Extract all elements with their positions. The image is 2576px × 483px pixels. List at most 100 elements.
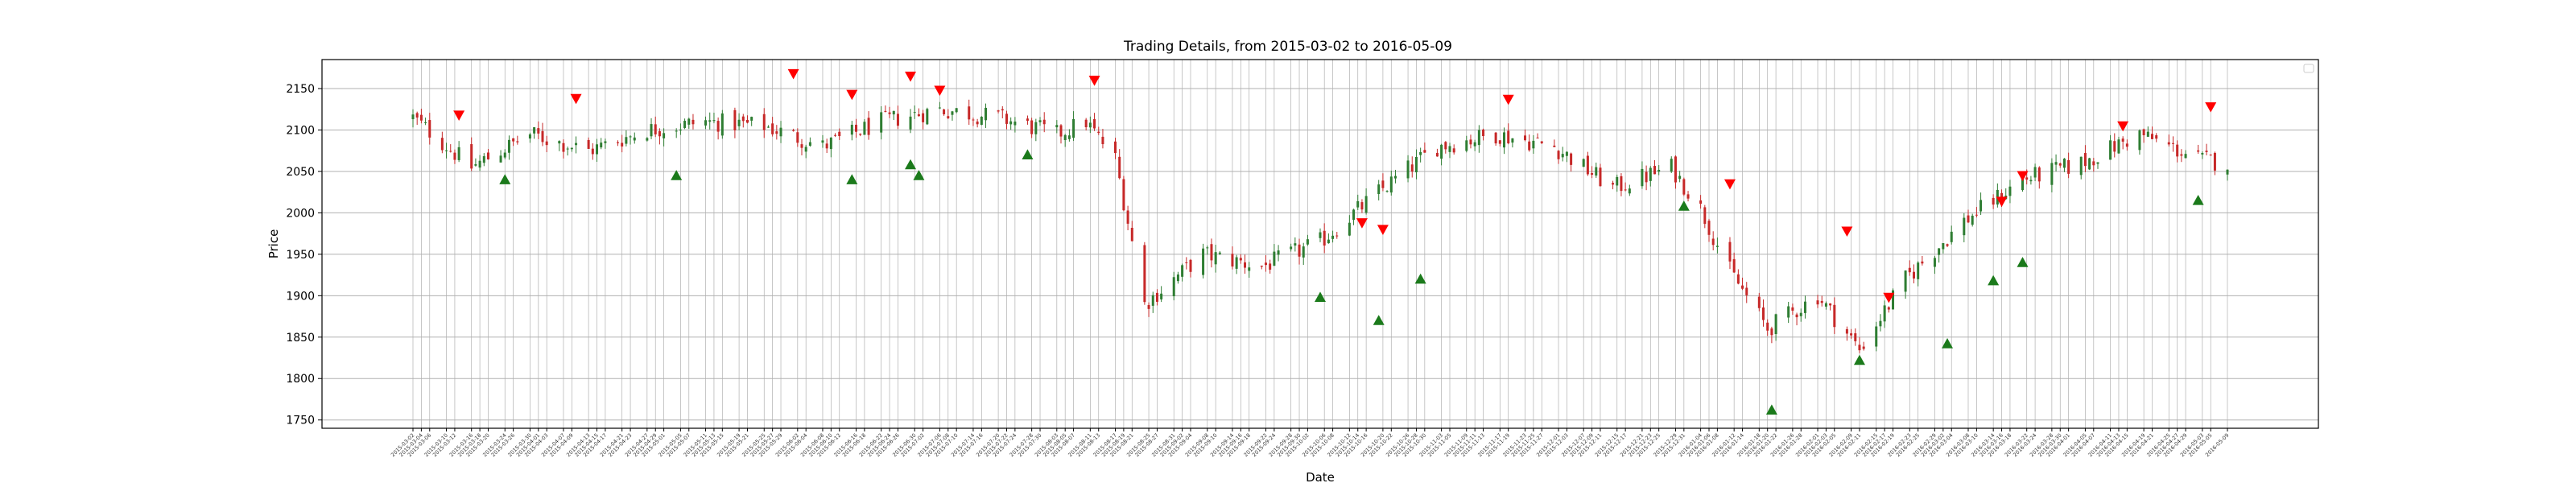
candle-body [1762, 307, 1765, 320]
candle-body [1210, 244, 1213, 261]
candle-body [1097, 131, 1100, 134]
candle-body [2167, 142, 2170, 145]
candle-body [1975, 214, 1978, 216]
buy-signal-marker [905, 159, 917, 170]
candle-body [1887, 307, 1890, 310]
candle-body [1331, 235, 1335, 239]
candle-body [766, 126, 770, 128]
candle-body [1933, 258, 1936, 267]
candle-body [2062, 159, 2066, 168]
candle-body [1845, 328, 1848, 334]
buy-signal-marker [913, 170, 925, 180]
candle-body [1214, 252, 1217, 265]
sell-signal-marker [787, 68, 799, 80]
candle-body [863, 122, 866, 135]
candle-body [537, 128, 540, 134]
candle-body [720, 113, 724, 136]
buy-signal-marker [1765, 404, 1777, 415]
candle-body [985, 107, 988, 121]
candle-body [808, 142, 811, 147]
candle-body [737, 119, 741, 126]
sell-signal-marker [2117, 121, 2129, 132]
candle-body [528, 134, 531, 139]
candle-body [1616, 176, 1619, 186]
candle-body [1711, 238, 1715, 246]
candle-body [800, 144, 803, 148]
candle-body [1803, 301, 1806, 313]
y-tick-label: 1800 [286, 373, 315, 386]
candle-body [663, 133, 666, 138]
candle-body [1364, 196, 1368, 213]
candle-body [938, 107, 941, 109]
candle-body [1674, 156, 1677, 183]
candle-body [2171, 142, 2174, 144]
candle-body [1448, 146, 1451, 152]
candle-body [470, 144, 473, 169]
candle-body [683, 121, 687, 128]
candle-body [1026, 118, 1029, 121]
candle-body [411, 114, 415, 120]
candle-body [2109, 140, 2112, 160]
candle-body [2088, 158, 2091, 170]
candle-body [1473, 142, 1476, 147]
buy-signal-marker [1022, 149, 1034, 159]
candle-body [1176, 275, 1179, 282]
candle-body [1498, 140, 1501, 144]
chart-title: Trading Details, from 2015-03-02 to 2016… [1123, 39, 1452, 55]
candle-body [2155, 135, 2158, 139]
candle-body [1799, 312, 1802, 316]
sell-signal-marker [1377, 225, 1389, 235]
candle-body [829, 137, 832, 150]
candle-body [558, 141, 561, 144]
candle-body [533, 127, 536, 134]
candle-body [633, 137, 636, 141]
candle-body [1854, 333, 1857, 341]
candle-body [1306, 239, 1309, 245]
buy-signal-marker [1988, 275, 2000, 286]
candle-body [2205, 151, 2208, 152]
sell-signal-marker [905, 71, 917, 82]
candle-body [2050, 163, 2054, 185]
candle-body [654, 124, 657, 134]
candle-body [1858, 345, 1861, 351]
candle-body [997, 110, 1000, 112]
buy-signal-marker [1853, 354, 1865, 365]
candle-body [1130, 227, 1133, 242]
candle-body [1335, 235, 1339, 237]
candle-body [1423, 150, 1426, 153]
candle-body [1067, 135, 1071, 139]
candle-body [1682, 179, 1686, 195]
candle-body [1732, 258, 1736, 273]
candle-body [658, 130, 661, 137]
candle-body [1264, 262, 1267, 266]
candle-body [650, 124, 653, 137]
sell-signal-marker [1883, 292, 1895, 303]
candle-body [1118, 156, 1121, 179]
candle-body [591, 148, 594, 155]
candle-body [503, 152, 506, 158]
candle-body [2092, 161, 2095, 166]
candle-body [1875, 326, 1878, 347]
candle-body [1883, 305, 1886, 322]
candle-body [629, 136, 632, 138]
candle-body [1277, 250, 1280, 255]
candle-body [2025, 177, 2029, 180]
candle-body [804, 147, 807, 152]
candle-body [1503, 132, 1506, 148]
candle-body [1624, 189, 1627, 191]
candle-body [1294, 243, 1297, 246]
candle-body [675, 130, 678, 132]
candle-body [1595, 167, 1598, 176]
candle-body [2201, 153, 2204, 155]
candle-body [1189, 259, 1192, 272]
candle-body [1565, 151, 1568, 156]
candle-body [1477, 130, 1480, 146]
candle-body [796, 132, 799, 143]
candle-body [1967, 215, 1970, 223]
candle-body [1385, 191, 1389, 192]
candle-body [1612, 183, 1615, 185]
buy-signal-marker [1315, 291, 1326, 302]
candle-body [1678, 175, 1682, 180]
candle-body [972, 119, 975, 121]
candle-body [779, 127, 782, 137]
